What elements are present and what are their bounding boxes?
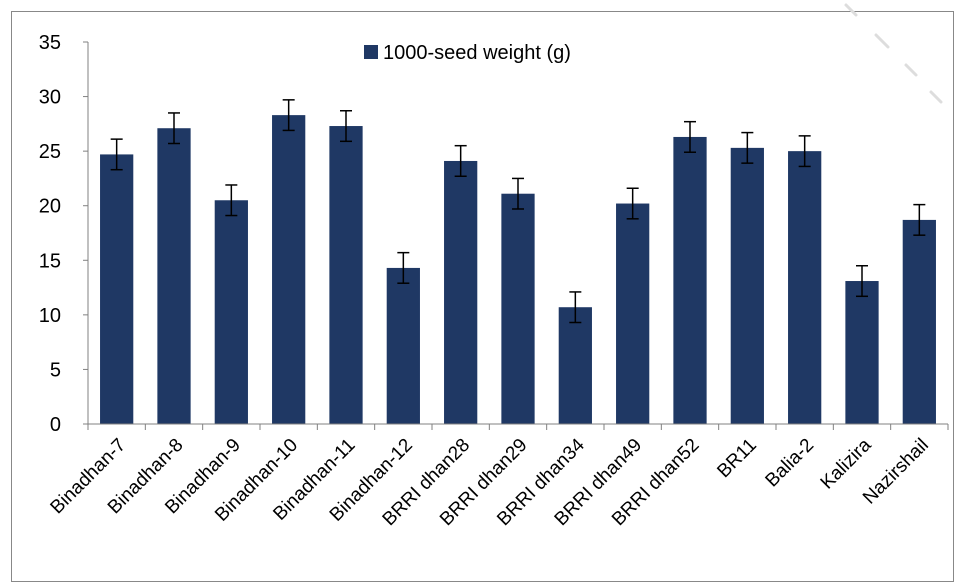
bar xyxy=(444,160,478,425)
legend-swatch xyxy=(364,45,378,59)
y-tick-label: 10 xyxy=(39,305,61,327)
bar xyxy=(558,307,592,424)
bar xyxy=(788,151,822,424)
y-tick-label: 30 xyxy=(39,87,61,109)
y-tick-label: 20 xyxy=(39,196,61,218)
bar xyxy=(616,203,650,424)
y-tick-label: 5 xyxy=(50,359,61,381)
x-tick-label: BR11 xyxy=(713,435,760,482)
bar xyxy=(100,154,134,424)
y-tick-label: 25 xyxy=(39,141,61,163)
bar xyxy=(214,200,248,424)
y-tick-label: 0 xyxy=(50,414,61,436)
bar xyxy=(673,136,707,424)
y-tick-label: 15 xyxy=(39,250,61,272)
y-tick-label: 35 xyxy=(39,32,61,54)
bar xyxy=(902,219,936,424)
bar xyxy=(730,147,764,424)
bar xyxy=(386,267,420,424)
bar xyxy=(272,115,306,424)
chart-border xyxy=(11,11,954,582)
legend-label: 1000-seed weight (g) xyxy=(383,42,571,64)
bar xyxy=(329,126,363,424)
x-tick-label: Balia-2 xyxy=(762,435,819,492)
bar xyxy=(157,128,191,425)
bar xyxy=(845,281,879,424)
bar xyxy=(501,193,535,424)
